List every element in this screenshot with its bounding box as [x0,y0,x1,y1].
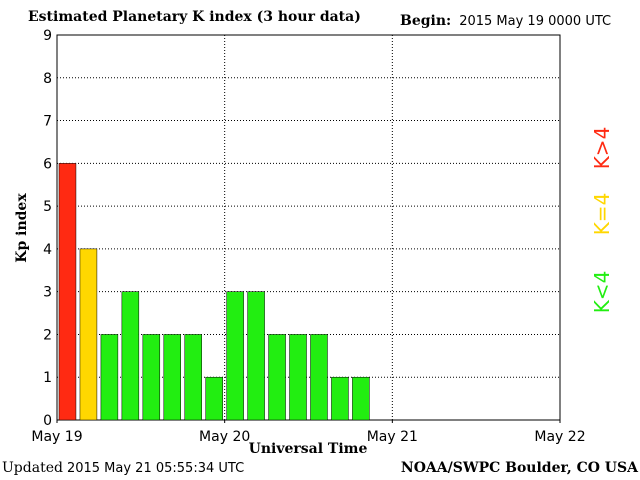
begin-info: Begin: 2015 May 19 0000 UTC [400,13,611,29]
kp-bar [79,248,98,421]
x-tick-label: May 22 [534,429,585,445]
kp-bar [289,334,307,421]
kp-bar [226,291,244,421]
kp-bar [121,291,140,421]
legend-low: K<4 [590,270,614,314]
kp-bar [184,334,202,421]
x-tick-label: May 19 [31,429,82,445]
source-credit: NOAA/SWPC Boulder, CO USA [400,460,638,476]
y-tick-label: 8 [43,71,52,87]
y-tick-label: 4 [43,242,52,258]
kp-bar [247,291,265,421]
y-tick-label: 9 [43,28,52,44]
x-axis-label: Universal Time [248,441,368,457]
y-tick-label: 7 [43,114,52,130]
y-tick-label: 2 [43,327,52,343]
updated-info: Updated 2015 May 21 05:55:34 UTC [2,460,244,476]
kp-bar [142,334,161,421]
kp-bar [268,334,286,421]
legend-high: K>4 [590,126,614,170]
kp-bar [163,334,182,421]
kp-bar [310,334,328,421]
y-tick-label: 0 [43,413,52,429]
kp-bar [331,376,349,421]
y-tick-label: 5 [43,199,52,215]
y-tick-label: 6 [43,156,52,172]
begin-label: Begin: [400,13,452,29]
kp-bar [352,376,370,421]
kp-bar [100,334,119,421]
kp-bar [58,163,77,421]
chart-title: Estimated Planetary K index (3 hour data… [28,9,361,25]
legend-equal: K=4 [590,192,614,236]
plot-frame [56,34,561,421]
updated-value: 2015 May 21 05:55:34 UTC [66,461,245,476]
x-tick-label: May 21 [367,429,418,445]
y-tick-label: 1 [43,370,52,386]
updated-label: Updated [2,460,63,476]
begin-value: 2015 May 19 0000 UTC [459,14,612,29]
x-tick-label: May 20 [199,429,250,445]
y-axis-label: Kp index [14,193,30,263]
kp-bar [205,376,223,421]
y-tick-label: 3 [43,285,52,301]
